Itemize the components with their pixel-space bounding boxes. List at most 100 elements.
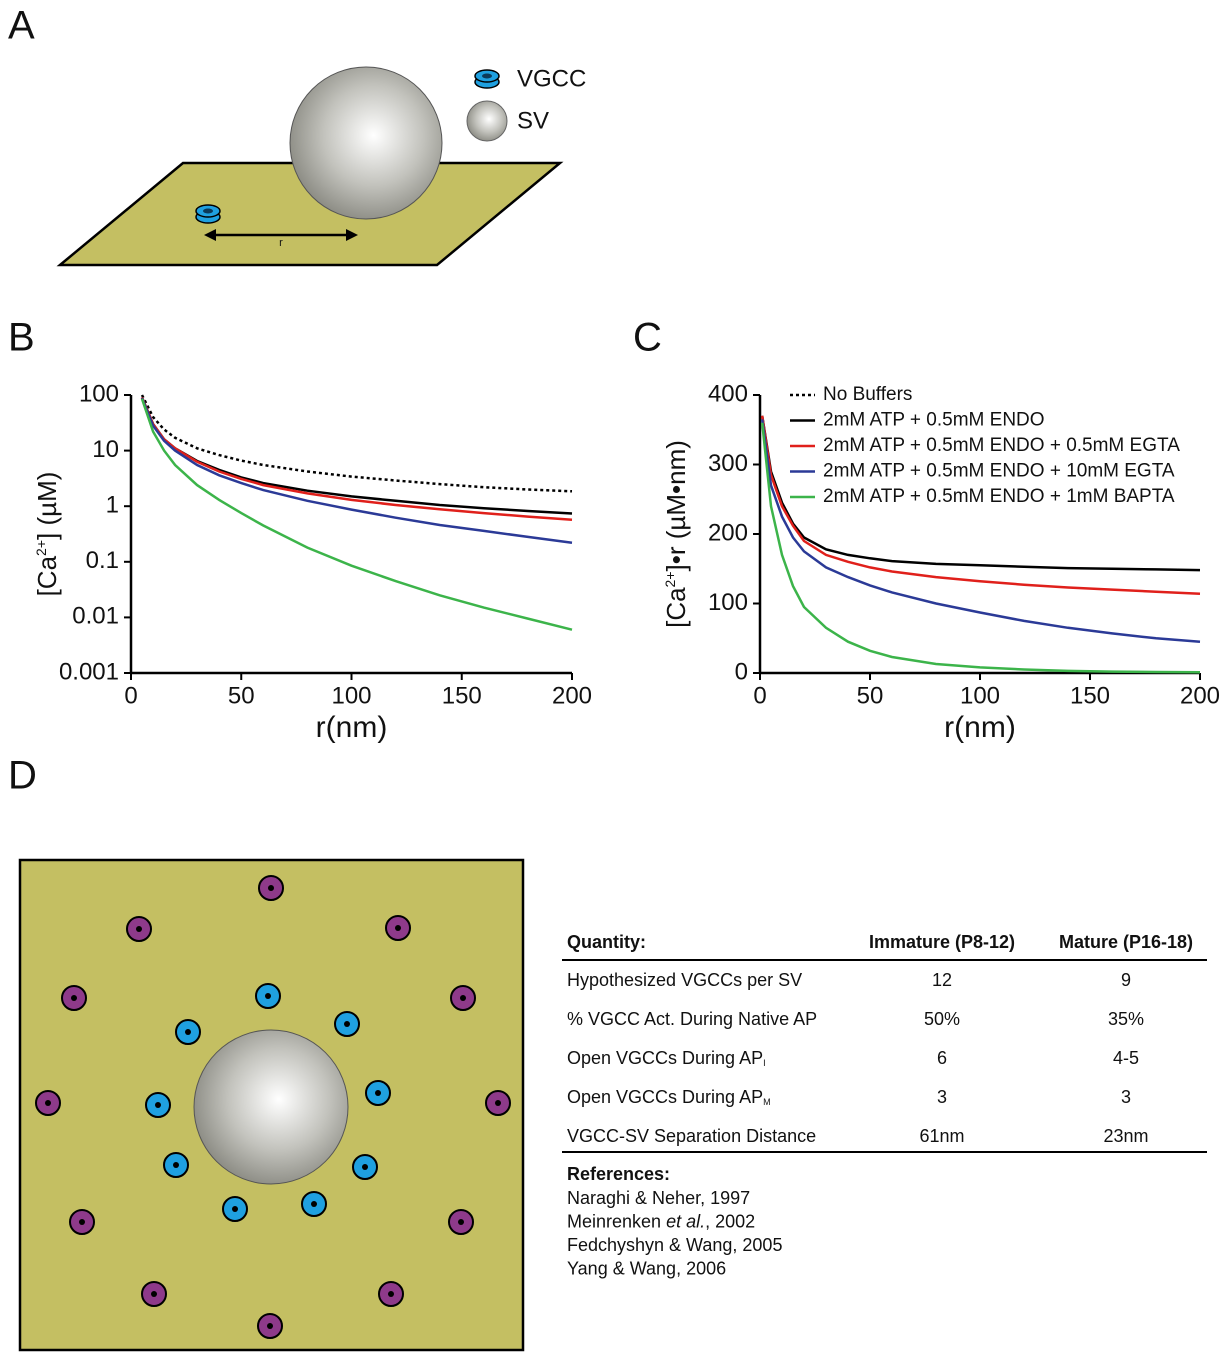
series-line: [140, 394, 573, 493]
table-cell: 35%: [1108, 1009, 1144, 1029]
channel-pore: [458, 1219, 464, 1225]
reference: Yang & Wang, 2006: [567, 1258, 726, 1278]
row-label-sub: I: [763, 1058, 766, 1068]
table-cell: 6: [937, 1048, 947, 1068]
reference-text: Fedchyshyn & Wang, 2005: [567, 1235, 782, 1255]
table-header: Mature (P16-18): [1059, 932, 1193, 952]
table-cell: 23nm: [1103, 1126, 1148, 1146]
y-tick-label: 0.001: [59, 658, 119, 685]
row-label: Hypothesized VGCCs per SV: [567, 970, 802, 990]
y-tick-label: 200: [708, 519, 748, 546]
vgcc-legend-icon: [474, 69, 500, 89]
reference: Fedchyshyn & Wang, 2005: [567, 1235, 782, 1255]
channel-pore: [265, 993, 271, 999]
channel-pore: [155, 1102, 161, 1108]
channel-pore: [388, 1291, 394, 1297]
table-cell: 50%: [924, 1009, 960, 1029]
table-cell: 4-5: [1113, 1048, 1139, 1068]
panel-label: A: [8, 4, 35, 48]
channel-pore: [151, 1291, 157, 1297]
y-tick-label: 400: [708, 380, 748, 407]
y-axis-label-part: ]•r (µM•nm): [661, 440, 691, 571]
legend-label: SV: [517, 107, 549, 134]
channel-pore: [311, 1201, 317, 1207]
panel-label: D: [8, 754, 37, 798]
table-cell: Hypothesized VGCCs per SV: [567, 970, 802, 990]
reference-text: Meinrenken: [567, 1211, 666, 1231]
channel-pore: [232, 1206, 238, 1212]
y-tick-label: 10: [92, 436, 119, 463]
series-line: [140, 397, 573, 522]
x-tick-label: 50: [857, 682, 884, 709]
y-axis-label: [Ca2+]•r (µM•nm): [661, 440, 691, 628]
row-label-sub: M: [763, 1097, 771, 1107]
table-header: Quantity:: [567, 932, 646, 952]
x-axis-label: r(nm): [316, 711, 388, 744]
reference: Meinrenken et al., 2002: [567, 1211, 755, 1231]
series-line: [760, 415, 1201, 572]
y-tick-label: 0.1: [86, 547, 119, 574]
channel-pore: [185, 1029, 191, 1035]
row-label: VGCC-SV Separation Distance: [567, 1126, 816, 1146]
legend-label: 2mM ATP + 0.5mM ENDO + 0.5mM EGTA: [823, 435, 1180, 456]
row-label: Open VGCCs During AP: [567, 1048, 763, 1068]
reference-text: Yang & Wang, 2006: [567, 1258, 726, 1278]
legend-label: VGCC: [517, 65, 586, 92]
channel-pore: [362, 1164, 368, 1170]
membrane: [56, 161, 564, 267]
series-line: [760, 422, 1201, 674]
series-line: [140, 397, 573, 515]
channel-pore: [344, 1021, 350, 1027]
y-tick-label: 1: [106, 492, 119, 519]
active-zone: [18, 858, 525, 1352]
channel-pore: [395, 925, 401, 931]
y-tick-label: 100: [79, 380, 119, 407]
channel-pore: [495, 1100, 501, 1106]
vesicle: [289, 66, 443, 220]
table-cell: 3: [1121, 1087, 1131, 1107]
channel-pore: [173, 1162, 179, 1168]
reference: Naraghi & Neher, 1997: [567, 1188, 750, 1208]
table-cell: 12: [932, 970, 952, 990]
table-header: Immature (P8-12): [869, 932, 1015, 952]
distance-arrow: [204, 229, 358, 241]
row-label: % VGCC Act. During Native AP: [567, 1009, 817, 1029]
legend-label: 2mM ATP + 0.5mM ENDO: [823, 410, 1045, 431]
table-cell: % VGCC Act. During Native AP: [567, 1009, 817, 1029]
y-tick-label: 0.01: [72, 603, 119, 630]
y-axis-label-part: ] (µM): [32, 472, 62, 540]
channel-pore: [375, 1090, 381, 1096]
channel-pore: [460, 995, 466, 1001]
x-tick-label: 0: [124, 682, 137, 709]
channel-pore: [136, 926, 142, 932]
y-axis-label-part: 2+: [662, 571, 678, 587]
y-tick-label: 0: [735, 658, 748, 685]
table-cell: Open VGCCs During API: [567, 1048, 766, 1069]
legend-label: 2mM ATP + 0.5mM ENDO + 1mM BAPTA: [823, 486, 1175, 507]
x-tick-label: 150: [442, 682, 482, 709]
y-tick-label: 300: [708, 450, 748, 477]
vgcc-icon: [195, 204, 221, 224]
legend-label: 2mM ATP + 0.5mM ENDO + 10mM EGTA: [823, 461, 1175, 482]
legend-label: No Buffers: [823, 384, 912, 405]
channel-pore: [268, 885, 274, 891]
x-tick-label: 200: [552, 682, 592, 709]
reference-text: , 2002: [705, 1211, 755, 1231]
x-tick-label: 50: [228, 682, 255, 709]
sv-legend-icon: [466, 100, 508, 142]
y-axis-label-part: [Ca: [661, 587, 691, 628]
references-title: References:: [567, 1164, 670, 1184]
series-line: [140, 398, 573, 631]
reference-text: Naraghi & Neher, 1997: [567, 1188, 750, 1208]
table-cell: 9: [1121, 970, 1131, 990]
y-axis-label-part: [Ca: [32, 555, 62, 596]
channel-pore: [79, 1219, 85, 1225]
channel-pore: [45, 1100, 51, 1106]
row-label: Open VGCCs During AP: [567, 1087, 763, 1107]
series-line: [140, 397, 573, 545]
panel-label: C: [633, 316, 662, 360]
table-cell: 61nm: [919, 1126, 964, 1146]
x-tick-label: 200: [1180, 682, 1220, 709]
